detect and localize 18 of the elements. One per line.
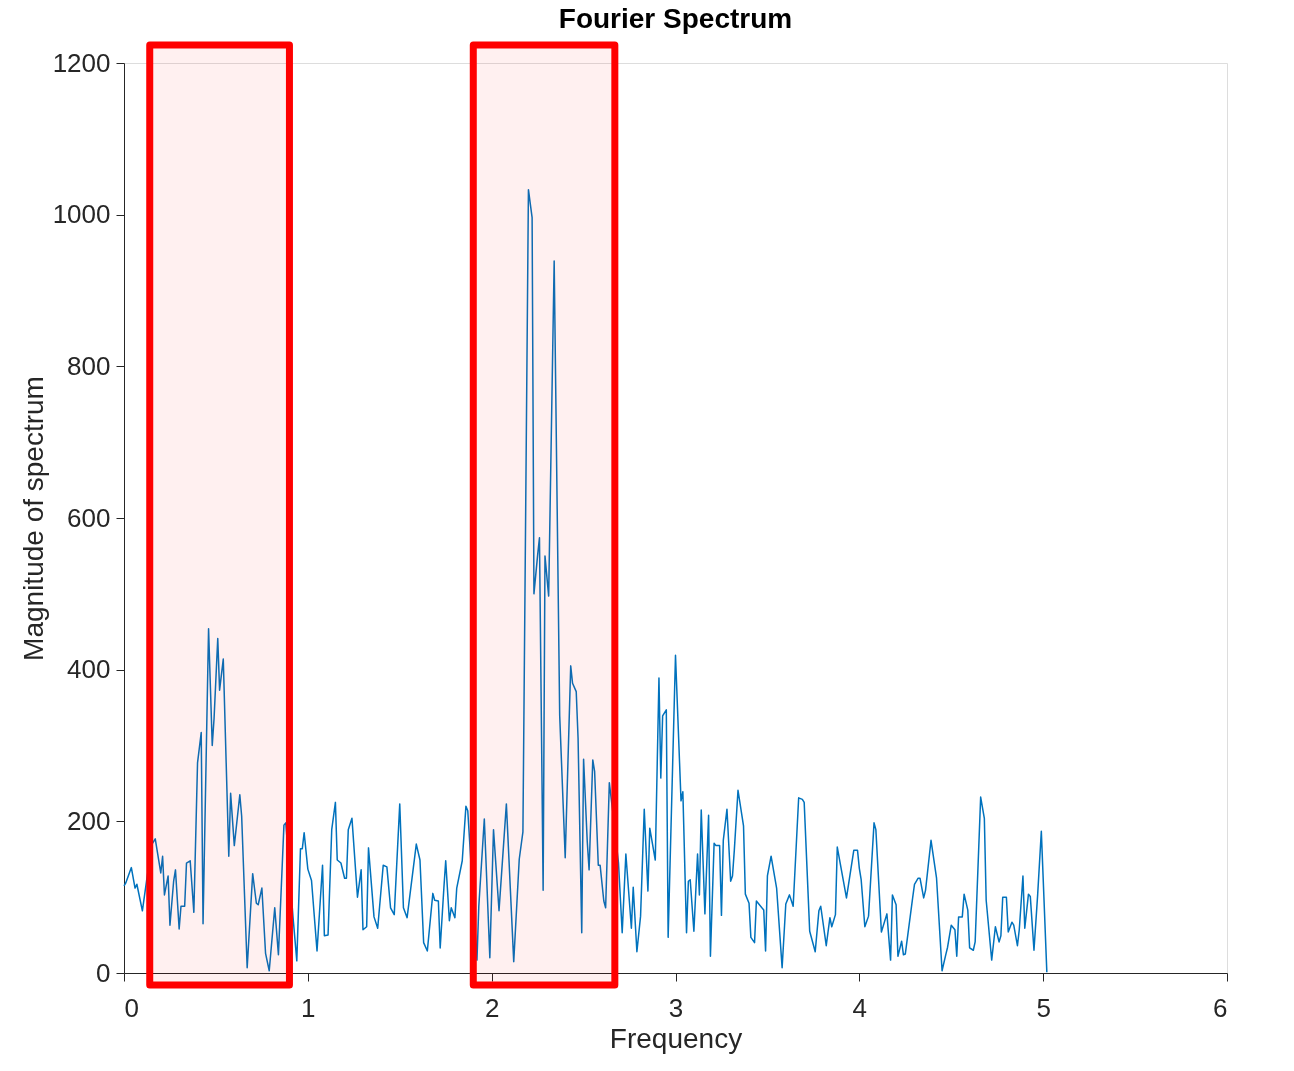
y-tick-label: 1200: [52, 47, 111, 78]
chart-title: Fourier Spectrum: [558, 2, 793, 34]
y-tick-label: 0: [96, 957, 111, 988]
y-tick-label: 800: [67, 350, 111, 381]
y-tick-label: 200: [67, 805, 111, 836]
x-tick-label: 6: [1213, 992, 1228, 1023]
y-tick-label: 600: [67, 502, 111, 533]
line-series: [123, 188, 1048, 973]
x-tick-label: 1: [301, 992, 316, 1023]
y-axis-title: Magnitude of spectrum: [17, 376, 49, 661]
y-tick-label: 400: [67, 654, 111, 685]
x-tick-label: 2: [484, 992, 500, 1023]
x-tick-label: 0: [124, 992, 139, 1023]
x-tick-label: 5: [1036, 992, 1051, 1023]
x-tick-label: 4: [852, 992, 868, 1023]
y-tick-label: 1000: [52, 199, 111, 230]
x-axis-title: Frequency: [609, 1022, 743, 1054]
x-tick-label: 3: [668, 992, 684, 1023]
